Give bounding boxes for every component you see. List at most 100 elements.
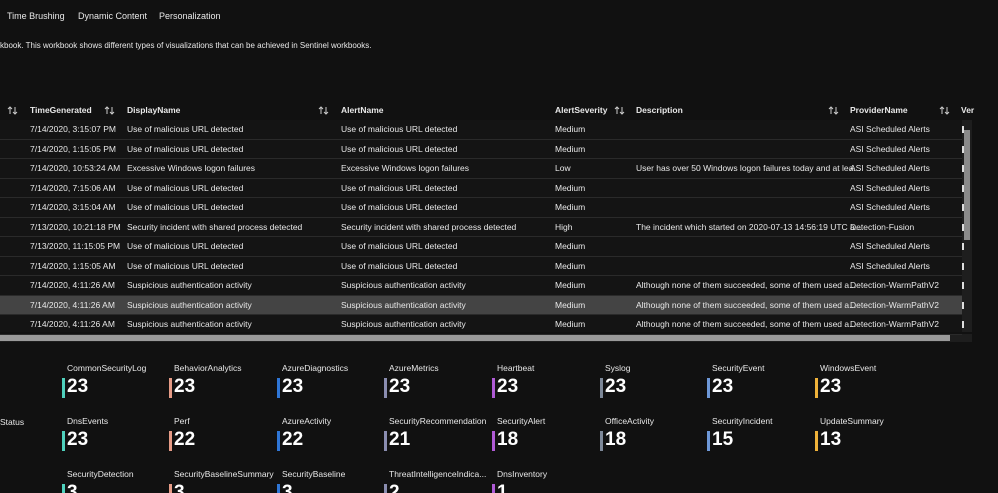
cell: 7/14/2020, 4:11:26 AM bbox=[30, 299, 115, 310]
tile-value: 22 bbox=[282, 429, 304, 450]
tile-value: 1 bbox=[497, 482, 508, 493]
tile-label: SecurityBaselineSummary bbox=[174, 469, 274, 479]
cell: Use of malicious URL detected bbox=[127, 202, 244, 212]
tile-bar bbox=[384, 484, 387, 493]
scroll-thumb[interactable] bbox=[0, 335, 950, 341]
tile-value: 18 bbox=[605, 429, 627, 450]
cell: 7/14/2020, 1:15:05 PM bbox=[30, 143, 117, 154]
tile-bar bbox=[277, 484, 280, 493]
tile-value: 21 bbox=[389, 429, 411, 450]
tile-value: 3 bbox=[67, 482, 78, 493]
cell: 7/14/2020, 4:11:26 AM bbox=[30, 319, 115, 329]
tile-bar bbox=[62, 484, 65, 493]
cell-stub bbox=[962, 262, 964, 270]
tile-value: 23 bbox=[497, 376, 519, 397]
cell: Use of malicious URL detected bbox=[127, 143, 244, 154]
row[interactable] bbox=[0, 120, 962, 140]
tile-value: 23 bbox=[282, 376, 304, 397]
tile-value: 23 bbox=[67, 429, 89, 450]
tile-bar bbox=[492, 378, 495, 398]
tile-label: SecurityBaseline bbox=[282, 469, 346, 479]
cell: Suspicious authentication activity bbox=[127, 280, 252, 290]
cell: Medium bbox=[555, 260, 586, 271]
cell: 7/14/2020, 3:15:04 AM bbox=[30, 202, 116, 212]
cell: Use of malicious URL detected bbox=[341, 124, 458, 134]
tile-label: BehaviorAnalytics bbox=[174, 363, 242, 373]
row[interactable] bbox=[0, 179, 962, 198]
tab[interactable]: Personalization bbox=[159, 11, 221, 21]
row[interactable] bbox=[0, 276, 962, 296]
tile-value: 3 bbox=[174, 482, 185, 493]
row[interactable] bbox=[0, 198, 962, 218]
cell: Although none of them succeeded, some of… bbox=[636, 280, 857, 290]
tile-value: 22 bbox=[174, 429, 196, 450]
tile-bar bbox=[384, 378, 387, 398]
cell: Although none of them succeeded, some of… bbox=[636, 319, 857, 329]
row[interactable] bbox=[0, 315, 962, 335]
tile-bar bbox=[815, 431, 818, 451]
column-header[interactable]: DisplayName bbox=[127, 105, 181, 115]
tile-bar bbox=[169, 484, 172, 493]
tile-value: 23 bbox=[389, 376, 411, 397]
column-header[interactable]: TimeGenerated bbox=[30, 105, 92, 115]
cell: Suspicious authentication activity bbox=[127, 299, 252, 310]
cell-stub bbox=[962, 126, 964, 133]
row[interactable] bbox=[0, 159, 962, 179]
column-header[interactable]: ProviderName bbox=[850, 105, 908, 115]
row[interactable] bbox=[0, 218, 962, 237]
cell-stub bbox=[962, 301, 964, 309]
cell: 7/14/2020, 10:53:24 AM bbox=[30, 163, 121, 173]
row[interactable] bbox=[0, 295, 962, 315]
scroll-thumb[interactable] bbox=[964, 130, 970, 240]
cell-stub bbox=[962, 145, 964, 153]
cell: Although none of them succeeded, some of… bbox=[636, 299, 857, 310]
cell-stub bbox=[962, 223, 964, 231]
cell: ASI Scheduled Alerts bbox=[850, 182, 930, 193]
column-header[interactable]: AlertName bbox=[341, 105, 384, 115]
cell: Medium bbox=[555, 319, 586, 329]
tile-bar bbox=[600, 431, 603, 451]
cell: Use of malicious URL detected bbox=[341, 260, 458, 271]
cell: Medium bbox=[555, 143, 586, 154]
cell: Medium bbox=[555, 182, 586, 193]
cell: Detection-WarmPathV2 bbox=[850, 319, 939, 329]
tile-label: OfficeActivity bbox=[605, 416, 654, 426]
tile-bar bbox=[277, 431, 280, 451]
cell: Medium bbox=[555, 124, 586, 134]
tile-value: 13 bbox=[820, 429, 842, 450]
cell: 7/14/2020, 4:11:26 AM bbox=[30, 280, 115, 290]
cell: Suspicious authentication activity bbox=[341, 319, 466, 329]
column-header[interactable]: Description bbox=[636, 105, 683, 115]
tile-label: ThreatIntelligenceIndica... bbox=[389, 469, 487, 479]
status-label: Status bbox=[0, 417, 25, 427]
tab[interactable]: Time Brushing bbox=[7, 11, 65, 21]
tile-label: DnsInventory bbox=[497, 469, 548, 479]
tile-value: 23 bbox=[605, 376, 627, 397]
tile-bar bbox=[62, 378, 65, 398]
row[interactable] bbox=[0, 237, 962, 257]
row[interactable] bbox=[0, 257, 962, 276]
tile-bar bbox=[707, 378, 710, 398]
description: kbook. This workbook shows different typ… bbox=[0, 41, 372, 50]
v-scrollbar[interactable] bbox=[962, 120, 972, 332]
cell: ASI Scheduled Alerts bbox=[850, 163, 930, 173]
cell: ASI Scheduled Alerts bbox=[850, 241, 930, 251]
tile-label: Syslog bbox=[605, 363, 631, 373]
tab[interactable]: Dynamic Content bbox=[78, 11, 148, 21]
tile-bar bbox=[169, 431, 172, 451]
tile-bar bbox=[384, 431, 387, 451]
cell: Detection-WarmPathV2 bbox=[850, 299, 939, 310]
tile-label: UpdateSummary bbox=[820, 416, 884, 426]
tile-value: 23 bbox=[712, 376, 734, 397]
tile-label: DnsEvents bbox=[67, 416, 109, 426]
h-scrollbar[interactable] bbox=[0, 334, 972, 342]
tile-value: 23 bbox=[174, 376, 196, 397]
column-header[interactable]: Ver bbox=[961, 105, 975, 115]
cell: 7/14/2020, 3:15:07 PM bbox=[30, 124, 117, 134]
tile-value: 2 bbox=[389, 482, 400, 493]
cell: The incident which started on 2020-07-13… bbox=[636, 221, 862, 232]
row[interactable] bbox=[0, 140, 962, 159]
column-header[interactable]: AlertSeverity bbox=[555, 105, 608, 115]
cell: Use of malicious URL detected bbox=[341, 143, 458, 154]
